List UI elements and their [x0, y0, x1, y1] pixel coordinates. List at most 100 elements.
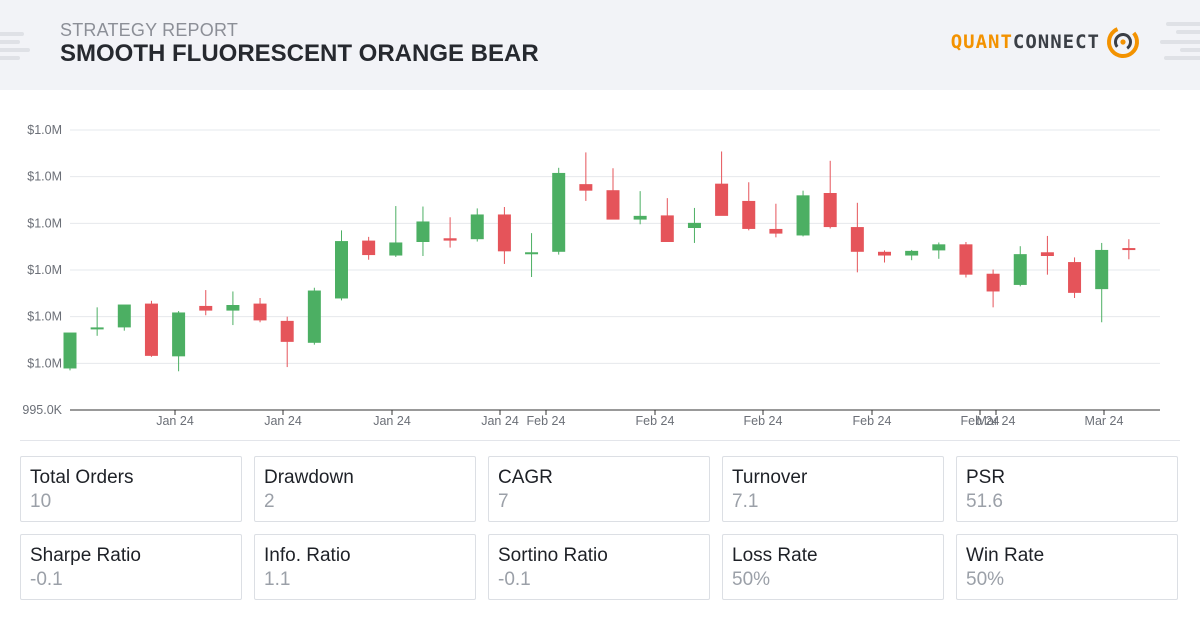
- candle-body: [253, 303, 267, 321]
- candle: [905, 249, 919, 261]
- stat-label: Loss Rate: [732, 545, 818, 566]
- candle-body: [1040, 252, 1054, 256]
- stat-value: -0.1: [30, 569, 63, 590]
- candle: [687, 207, 701, 243]
- candle: [1095, 242, 1109, 323]
- x-tick-label: Mar 24: [1085, 414, 1124, 428]
- candle: [715, 151, 729, 216]
- candle: [1013, 246, 1027, 287]
- candle: [525, 233, 539, 277]
- candle: [932, 242, 946, 259]
- stat-card: Drawdown 2: [254, 456, 476, 522]
- candle-body: [1068, 262, 1082, 293]
- candle-body: [416, 221, 430, 242]
- candle-body: [796, 195, 810, 236]
- candle: [63, 332, 77, 371]
- x-tick-label: Jan 24: [264, 414, 302, 428]
- header-decoration-right: [1160, 18, 1200, 78]
- candle-body: [552, 172, 566, 252]
- stat-card: Sortino Ratio -0.1: [488, 534, 710, 600]
- y-tick-label: 995.0K: [22, 403, 62, 417]
- candle: [823, 160, 837, 229]
- candle: [1068, 257, 1082, 298]
- candle: [579, 152, 593, 201]
- candle: [959, 242, 973, 278]
- candle: [280, 316, 294, 368]
- stat-card: Win Rate 50%: [956, 534, 1178, 600]
- x-tick-label: Feb 24: [961, 414, 1000, 428]
- y-tick-label: $1.0M: [27, 170, 62, 184]
- header-decoration-left: [0, 18, 40, 78]
- candle-body: [823, 193, 837, 228]
- candle: [335, 230, 348, 301]
- report-header: STRATEGY REPORT SMOOTH FLUORESCENT ORANG…: [0, 0, 1200, 90]
- candle-body: [172, 312, 186, 357]
- candle: [199, 290, 213, 316]
- candle-body: [986, 273, 1000, 292]
- stat-value: 2: [264, 491, 275, 512]
- strategy-title: SMOOTH FLUORESCENT ORANGE BEAR: [60, 40, 539, 67]
- stat-value: 7.1: [732, 491, 759, 512]
- candle-body: [742, 200, 756, 229]
- stat-value: -0.1: [498, 569, 531, 590]
- x-tick-label: Feb 24: [527, 414, 566, 428]
- stat-label: Info. Ratio: [264, 545, 351, 566]
- candle-body: [389, 242, 403, 256]
- candle-body: [144, 303, 158, 356]
- candle-body: [850, 227, 864, 252]
- candle: [416, 206, 430, 256]
- candle-body: [959, 244, 973, 275]
- candle-body: [362, 240, 376, 256]
- candle-body: [633, 215, 647, 220]
- stat-card: PSR 51.6: [956, 456, 1178, 522]
- x-tick-label: Feb 24: [853, 414, 892, 428]
- candle-body: [226, 305, 240, 311]
- y-tick-label: $1.0M: [27, 263, 62, 277]
- candle: [117, 304, 131, 331]
- candle: [986, 269, 1000, 308]
- x-tick-label: Mar 24: [977, 414, 1016, 428]
- candle: [362, 236, 376, 260]
- candle-body: [687, 222, 701, 228]
- stat-label: Sortino Ratio: [498, 545, 608, 566]
- candle: [90, 307, 104, 336]
- candle: [878, 250, 891, 263]
- candle-body: [715, 183, 729, 216]
- candle: [470, 208, 484, 242]
- candlestick-chart: $1.0M $1.0M $1.0M $1.0M $1.0M $1.0M 995.0K Jan…: [22, 123, 1160, 428]
- stat-value: 51.6: [966, 491, 1003, 512]
- candle: [660, 198, 674, 242]
- candle-body: [307, 290, 321, 343]
- candle-body: [90, 327, 104, 330]
- candle: [552, 167, 566, 255]
- x-tick-label: Jan 24: [481, 414, 519, 428]
- report-subtitle: STRATEGY REPORT: [60, 20, 239, 40]
- candle-body: [63, 332, 77, 369]
- candle: [769, 203, 783, 238]
- candle: [850, 202, 864, 273]
- x-tick-label: Feb 24: [636, 414, 675, 428]
- candle: [742, 182, 756, 231]
- candle-body: [280, 320, 294, 342]
- quantconnect-logo-icon: [1107, 26, 1139, 58]
- candle: [606, 168, 620, 220]
- stat-card: Sharpe Ratio -0.1: [20, 534, 242, 600]
- candle: [1040, 235, 1054, 275]
- x-tick-label: Jan 24: [156, 414, 194, 428]
- stat-label: CAGR: [498, 467, 553, 488]
- candle-body: [470, 214, 484, 240]
- stat-card: Total Orders 10: [20, 456, 242, 522]
- candle: [1122, 239, 1136, 260]
- y-tick-label: $1.0M: [27, 356, 62, 370]
- stat-card: Info. Ratio 1.1: [254, 534, 476, 600]
- candle-body: [1013, 254, 1027, 285]
- candle-body: [932, 244, 946, 251]
- candle: [226, 291, 240, 326]
- candle: [144, 300, 158, 357]
- x-tick-label: Feb 24: [744, 414, 783, 428]
- y-tick-label: $1.0M: [27, 123, 62, 137]
- stat-card: Loss Rate 50%: [722, 534, 944, 600]
- candle: [389, 206, 403, 257]
- stat-card: Turnover 7.1: [722, 456, 944, 522]
- stat-label: PSR: [966, 467, 1006, 488]
